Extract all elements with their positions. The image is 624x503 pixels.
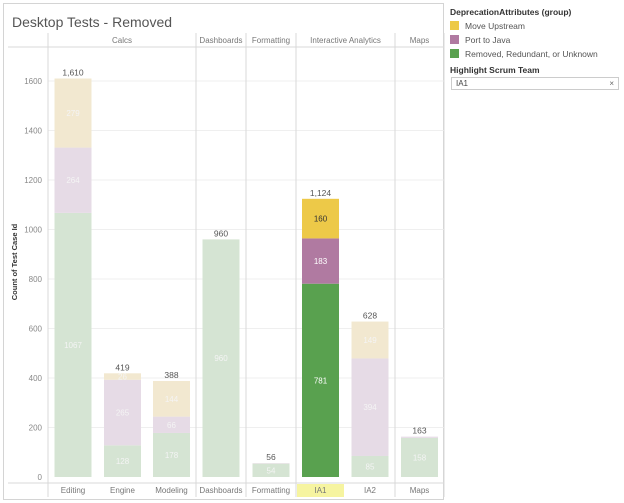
bar-segment[interactable] [351, 321, 389, 359]
total-label: 388 [164, 370, 178, 380]
chart-frame [8, 33, 445, 497]
highlight-team-input[interactable]: IA1 × [451, 77, 619, 90]
total-label: 1,124 [310, 188, 332, 198]
total-label: 628 [363, 311, 377, 321]
y-tick-label: 800 [29, 275, 43, 284]
bar-segment[interactable] [54, 212, 92, 478]
bar-segment[interactable] [302, 283, 339, 477]
segment-label: 160 [314, 215, 328, 224]
clear-icon[interactable]: × [609, 79, 614, 88]
segment-label: 85 [366, 462, 375, 471]
bar-segment[interactable] [153, 432, 190, 477]
segment-label: 144 [165, 395, 179, 404]
x-tick-label: Maps [410, 486, 430, 495]
x-tick-label: Modeling [155, 486, 187, 495]
y-tick-label: 1000 [24, 226, 42, 235]
legend-item-removed[interactable]: Removed, Redundant, or Unknown [450, 48, 598, 59]
total-label: 1,610 [62, 68, 84, 78]
bar-segment[interactable] [153, 380, 190, 417]
y-axis-title: Count of Test Case Id [10, 223, 19, 300]
bar-segment[interactable] [401, 437, 438, 477]
group-header: Maps [410, 36, 430, 45]
x-tick-label: Dashboards [199, 486, 242, 495]
segment-label: 178 [165, 451, 179, 460]
x-tick-label: Engine [110, 486, 135, 495]
segment-label: 158 [413, 453, 427, 462]
bar-segment[interactable] [54, 78, 92, 148]
y-tick-label: 0 [38, 473, 43, 482]
x-tick-label: IA1 [314, 486, 327, 495]
y-tick-label: 1200 [24, 176, 42, 185]
legend-swatch-icon [450, 49, 459, 58]
y-tick-label: 600 [29, 325, 43, 334]
bar-segment[interactable] [252, 463, 290, 464]
bar-segment[interactable] [351, 455, 389, 477]
total-label: 56 [266, 452, 276, 462]
bar-segment[interactable] [54, 147, 92, 213]
legend-swatch-icon [450, 35, 459, 44]
bar-segment[interactable] [401, 436, 438, 438]
legend-label: Removed, Redundant, or Unknown [465, 48, 598, 59]
bars [54, 78, 438, 478]
segment-label: 66 [167, 421, 176, 430]
legend-item-port-to-java[interactable]: Port to Java [450, 34, 510, 45]
y-tick-label: 1400 [24, 127, 42, 136]
group-headers: Calcs Dashboards Formatting Interactive Ana… [112, 36, 429, 45]
segment-label: 265 [116, 409, 130, 418]
legend-label: Move Upstream [465, 20, 525, 31]
legend-label: Port to Java [465, 34, 511, 45]
group-header: Formatting [252, 36, 290, 45]
segment-label: 279 [66, 109, 80, 118]
bar-segment[interactable] [104, 379, 141, 446]
bar-segment[interactable] [302, 238, 339, 284]
segment-label: 149 [363, 336, 377, 345]
filter-title: Highlight Scrum Team [450, 65, 540, 75]
highlight-band [297, 484, 344, 497]
segment-label: 1067 [64, 341, 82, 350]
bar-segment[interactable] [351, 358, 389, 456]
filter-value: IA1 [456, 79, 469, 88]
group-header: Calcs [112, 36, 132, 45]
bar-segment[interactable] [302, 198, 339, 239]
x-axis: Editing Engine Modeling Dashboards Formattin… [61, 484, 430, 497]
total-label: 163 [412, 426, 426, 436]
bar-segment[interactable] [104, 373, 141, 380]
x-tick-label: IA2 [364, 486, 377, 495]
bar-segment[interactable] [153, 416, 190, 433]
segment-label: 394 [363, 403, 377, 412]
total-label: 419 [115, 362, 129, 372]
total-label: 960 [214, 228, 228, 238]
y-tick-label: 1600 [24, 77, 42, 86]
x-tick-label: Formatting [252, 486, 290, 495]
y-tick-label: 400 [29, 374, 43, 383]
segment-label: 183 [314, 257, 328, 266]
segment-label: 960 [214, 354, 228, 363]
legend-title: DeprecationAttributes (group) [450, 7, 572, 17]
x-tick-label: Editing [61, 486, 85, 495]
group-header: Interactive Analytics [310, 36, 381, 45]
group-header: Dashboards [199, 36, 242, 45]
bar-segment[interactable] [202, 239, 240, 477]
legend-pane: DeprecationAttributes (group) Move Upstr… [447, 3, 624, 103]
bar-segment[interactable] [104, 445, 141, 477]
legend-swatch-icon [450, 21, 459, 30]
legend-item-move-upstream[interactable]: Move Upstream [450, 20, 525, 31]
segment-label: 26 [118, 373, 127, 382]
segment-label: 264 [66, 176, 80, 185]
segment-label: 128 [116, 457, 130, 466]
y-axis: 0 200 400 600 800 1000 1200 1400 1600 Count of Te… [10, 77, 43, 482]
y-tick-label: 200 [29, 424, 43, 433]
segment-label: 781 [314, 376, 328, 385]
chart-title: Desktop Tests - Removed [12, 14, 173, 30]
segment-label: 54 [267, 466, 276, 475]
bar-segment[interactable] [252, 463, 290, 477]
